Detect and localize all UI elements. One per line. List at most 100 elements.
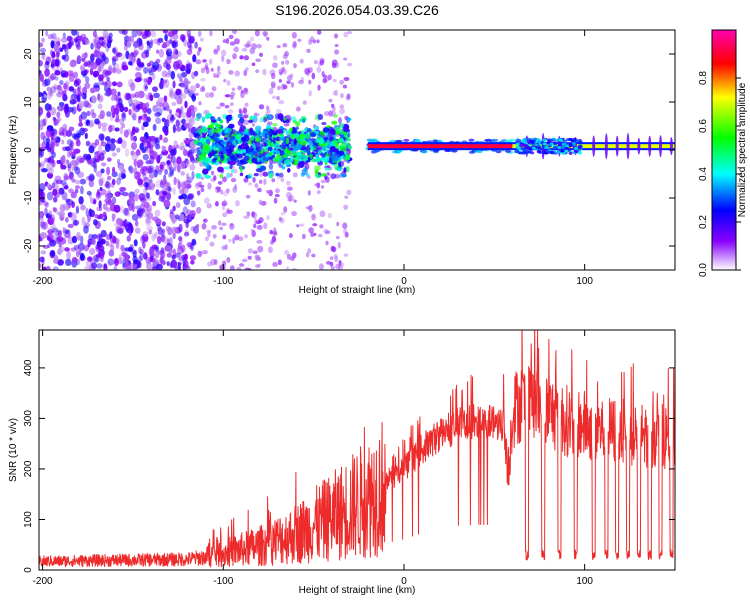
spectrogram-cell <box>219 154 225 162</box>
spectrogram-cell <box>161 228 166 235</box>
spectrogram-cell <box>180 171 186 176</box>
spectrogram-cell <box>40 161 46 167</box>
spectrogram-cell <box>134 193 139 202</box>
spectrogram-cell <box>202 59 207 63</box>
spectrogram-cell <box>111 178 116 186</box>
spectrogram-xtick-label: -200 <box>33 276 53 287</box>
spectrogram-cell <box>216 71 222 75</box>
spectrogram-cell <box>232 30 238 35</box>
spectrogram-cell <box>183 122 190 128</box>
spectrogram-cell <box>259 116 264 123</box>
spectrogram-ytick-label: 20 <box>23 48 34 60</box>
spectrogram-cell <box>76 55 82 64</box>
spectrogram-cell <box>258 104 265 110</box>
spectrogram-cell <box>80 185 84 195</box>
spectrogram-cell <box>333 33 339 39</box>
spectrogram-cell <box>87 256 93 262</box>
spectrogram-cell <box>202 250 208 255</box>
spectrogram-cell <box>161 79 165 85</box>
spectrogram-cell <box>237 236 244 242</box>
spectrogram-cell <box>78 84 82 92</box>
spectrogram-cell <box>139 252 144 261</box>
spectrogram-xlabel: Height of straight line (km) <box>299 285 416 296</box>
spectrogram-cell <box>149 155 155 165</box>
spectrogram-cell <box>110 95 115 101</box>
spectrogram-cell <box>184 67 192 74</box>
spectrogram-cell <box>155 143 161 150</box>
spectrogram-cell <box>283 123 290 127</box>
spectrogram-cell <box>248 119 254 123</box>
spectrogram-cell <box>281 66 286 73</box>
spectrogram-cell <box>316 66 322 73</box>
spectrogram-cell <box>339 104 345 109</box>
spectrogram-cell <box>40 221 47 230</box>
spectrogram-cell <box>218 160 223 165</box>
spectrogram-cell <box>229 265 235 270</box>
spectrogram-cell <box>93 39 97 48</box>
spectrogram-cell <box>235 135 242 140</box>
carrier-line <box>367 144 513 149</box>
spectrogram-cell <box>41 51 46 60</box>
spectrogram-cell <box>71 159 77 166</box>
spectrogram-cell <box>123 207 130 216</box>
spectrogram-cell <box>125 50 130 60</box>
spectrogram-cell <box>270 141 275 148</box>
spectrogram-cell <box>127 211 131 217</box>
snr-ytick-label: 300 <box>23 410 34 427</box>
spectrogram-cell <box>201 116 205 123</box>
spectrogram-cell <box>237 113 243 119</box>
spectrogram-cell <box>189 163 196 171</box>
spectrogram-cell <box>179 76 183 83</box>
spectrogram-cell <box>88 119 94 128</box>
spectrogram-cell <box>152 86 159 92</box>
spectrogram-cell <box>346 93 351 100</box>
spectrogram-cell <box>143 182 150 188</box>
spectrogram-cell <box>221 55 225 62</box>
spectrogram-cell <box>286 80 291 84</box>
spectrogram-cell <box>153 169 158 178</box>
spectrogram-cell <box>339 79 345 85</box>
spectrogram-cell <box>64 103 69 112</box>
spectrogram-cell <box>268 87 274 95</box>
spectrogram-cell <box>141 125 145 131</box>
colorbar-tick-label: 0.4 <box>698 167 709 181</box>
spectrogram-cell <box>327 212 332 219</box>
spectrogram-cell <box>255 137 262 143</box>
spectrogram-cell <box>138 255 142 262</box>
spectrogram-cell <box>145 49 150 58</box>
spectrogram-cell <box>97 93 101 101</box>
spectrogram-cell <box>184 100 188 109</box>
spectrogram-cell <box>236 267 242 270</box>
spectrogram-cell <box>282 145 286 150</box>
spectrogram-cell <box>171 226 178 235</box>
spectrogram-cell <box>224 244 228 250</box>
spectrogram-cell <box>76 30 80 37</box>
spectrogram-cell <box>65 216 69 223</box>
spectrogram-cell <box>172 124 176 134</box>
spectrogram-cell <box>59 80 64 86</box>
spectrogram-cell <box>222 190 229 197</box>
spectrogram-cell <box>296 163 301 169</box>
spectrogram-cell <box>214 137 220 142</box>
spectrogram-cell <box>176 156 182 165</box>
spectrogram-cell <box>268 172 274 179</box>
spectrogram-cell <box>74 166 79 171</box>
spectrogram-cell <box>257 245 264 253</box>
spectrogram-cell <box>239 55 244 60</box>
spectrogram-cell <box>82 53 87 60</box>
spectrogram-cell <box>544 146 549 150</box>
spectrogram-cell <box>256 157 261 163</box>
spectrogram-cell <box>331 140 338 144</box>
spectrogram-cell <box>262 171 269 177</box>
spectrogram-cell <box>84 39 90 45</box>
spectrogram-cell <box>80 204 86 211</box>
spectrogram-cell <box>74 185 80 190</box>
spectrogram-cell <box>98 200 102 209</box>
spectrogram-cell <box>157 250 165 255</box>
spectrogram-cell <box>104 91 111 97</box>
spectrogram-cell <box>123 92 130 101</box>
spectrogram-cell <box>61 73 67 78</box>
spectrogram-cell <box>222 39 227 44</box>
spectrogram-cell <box>207 182 212 190</box>
spectrogram-cell <box>66 250 71 260</box>
